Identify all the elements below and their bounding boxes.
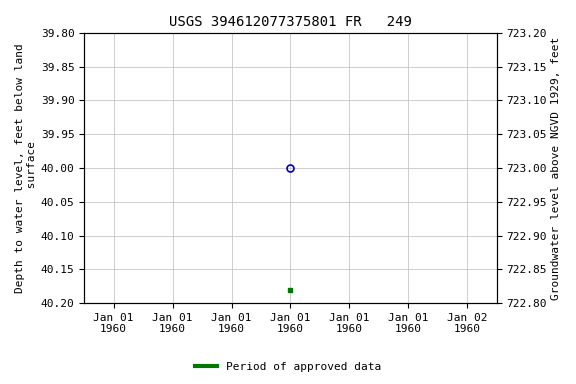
Y-axis label: Groundwater level above NGVD 1929, feet: Groundwater level above NGVD 1929, feet <box>551 36 561 300</box>
Y-axis label: Depth to water level, feet below land
 surface: Depth to water level, feet below land su… <box>15 43 37 293</box>
Title: USGS 394612077375801 FR   249: USGS 394612077375801 FR 249 <box>169 15 412 29</box>
Legend: Period of approved data: Period of approved data <box>191 358 385 377</box>
